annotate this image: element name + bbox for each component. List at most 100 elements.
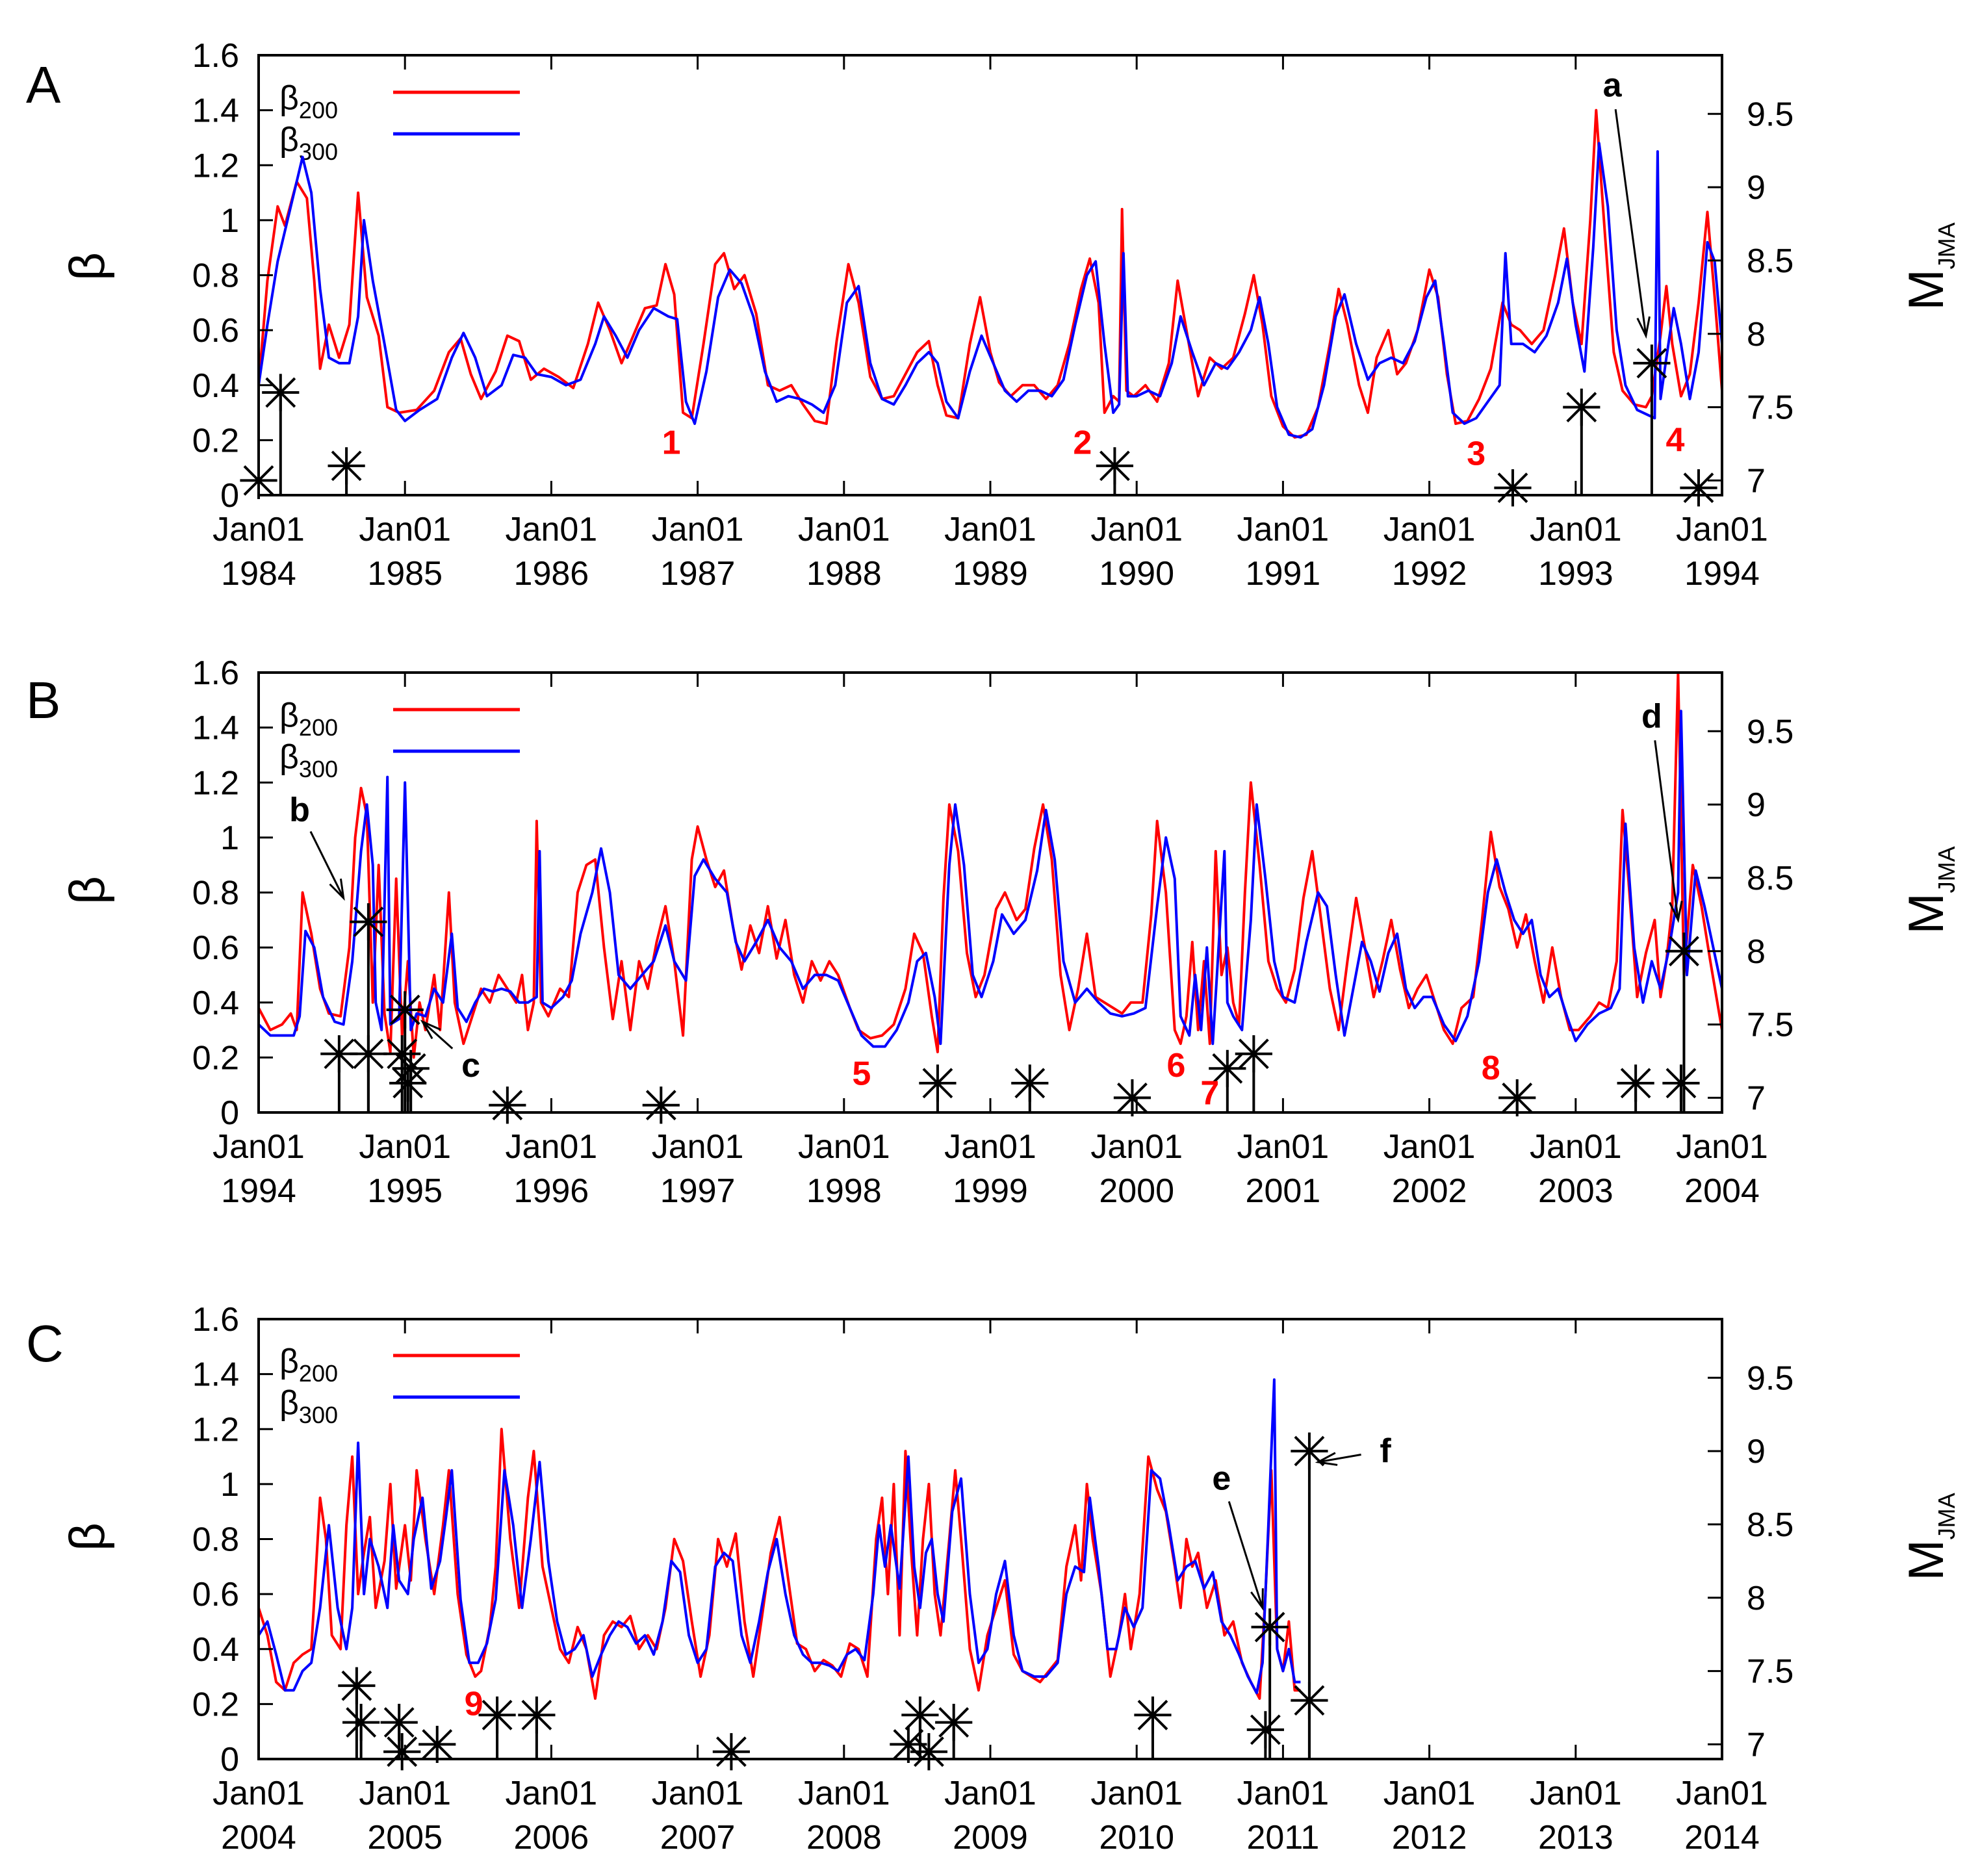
y-tick-label: 1.2 <box>192 764 239 802</box>
annotation-arrow <box>1654 740 1679 921</box>
event-number-label: 2 <box>1073 424 1092 462</box>
earthquake-marker <box>712 1733 750 1771</box>
legend-label-beta200: β200 <box>279 79 338 123</box>
earthquake-marker <box>1662 1064 1700 1112</box>
legend-label-beta200: β200 <box>279 697 338 741</box>
panel-letter: C <box>26 1315 64 1372</box>
earthquake-marker <box>383 1035 421 1112</box>
annotation-letter: f <box>1380 1432 1391 1470</box>
x-tick-label: Jan01 1989 <box>944 511 1036 593</box>
earthquake-marker <box>320 1035 358 1112</box>
y2-tick-label: 8.5 <box>1747 1506 1793 1544</box>
x-tick-label: Jan01 2011 <box>1237 1775 1330 1857</box>
earthquake-marker <box>919 1064 957 1112</box>
y2-tick-label: 8 <box>1747 933 1766 971</box>
event-number-label: 6 <box>1167 1047 1186 1085</box>
y2-tick-label: 9 <box>1747 169 1766 207</box>
panel-letter: B <box>26 671 60 729</box>
earthquake-marker <box>418 1725 456 1764</box>
earthquake-marker <box>1096 447 1134 495</box>
x-tick-label: Jan01 1990 <box>1090 511 1183 593</box>
earthquake-marker <box>890 1725 927 1764</box>
y-tick-label: 1.6 <box>192 1301 239 1339</box>
earthquake-marker <box>1011 1064 1049 1112</box>
annotation-letter: b <box>289 791 310 829</box>
y-tick-label: 1 <box>220 202 239 240</box>
series-line-beta200 <box>257 109 1723 439</box>
y-tick-label: 1.4 <box>192 92 239 130</box>
x-tick-label: Jan01 2005 <box>359 1775 451 1857</box>
earthquake-marker <box>1494 469 1532 507</box>
x-tick-label: Jan01 2010 <box>1090 1775 1183 1857</box>
earthquake-marker <box>342 1703 380 1759</box>
annotation-arrow <box>1228 1501 1264 1608</box>
y-tick-label: 0.4 <box>192 984 239 1022</box>
y-tick-label: 1 <box>220 819 239 857</box>
event-number-label: 8 <box>1482 1049 1500 1087</box>
x-tick-label: Jan01 1992 <box>1383 511 1476 593</box>
x-tick-label: Jan01 2014 <box>1676 1775 1768 1857</box>
annotation-letter: e <box>1212 1459 1231 1497</box>
y-tick-label: 1.2 <box>192 1411 239 1448</box>
arrowhead <box>1315 1452 1338 1466</box>
earthquake-marker <box>935 1703 973 1759</box>
series-line-beta300 <box>257 1378 1301 1695</box>
x-tick-label: Jan01 2007 <box>652 1775 744 1857</box>
y2-tick-label: 9.5 <box>1747 1359 1793 1397</box>
plot-frame <box>257 54 1723 496</box>
earthquake-marker <box>262 374 300 495</box>
panel-b: B β MJMA β200 β300 0 0.2 0.4 0.6 0.8 1 1.2 1.4 1… <box>26 654 1960 1210</box>
y2-tick-label: 9 <box>1747 786 1766 824</box>
earthquake-marker <box>392 1049 430 1112</box>
x-tick-label: Jan01 2002 <box>1383 1128 1476 1210</box>
earthquake-marker <box>1251 1608 1289 1759</box>
y-tick-label: 0.8 <box>192 1521 239 1559</box>
x-tick-label: Jan01 1993 <box>1530 511 1622 593</box>
legend-label-beta200: β200 <box>279 1343 338 1387</box>
x-tick-label: Jan01 1996 <box>506 1128 598 1210</box>
y2-tick-label: 7 <box>1747 1079 1766 1117</box>
earthquake-marker <box>350 903 387 1112</box>
y-tick-label: 1.2 <box>192 147 239 185</box>
y-tick-label: 1.6 <box>192 37 239 75</box>
earthquake-marker <box>1680 469 1717 507</box>
y2-tick-label: 8 <box>1747 316 1766 353</box>
y-tick-label: 0.2 <box>192 422 239 459</box>
panel-letter: A <box>26 56 61 114</box>
x-tick-label: Jan01 2004 <box>1676 1128 1768 1210</box>
event-number-label: 7 <box>1200 1074 1219 1112</box>
x-tick-label: Jan01 2013 <box>1530 1775 1622 1857</box>
legend-label-beta300: β300 <box>279 1384 338 1428</box>
arrowhead <box>1250 1588 1264 1611</box>
y-tick-label: 0.2 <box>192 1039 239 1077</box>
earthquake-marker <box>642 1086 680 1124</box>
earthquake-marker <box>1235 1035 1272 1112</box>
y2-tick-label: 9.5 <box>1747 96 1793 133</box>
earthquake-marker <box>1633 344 1671 495</box>
earthquake-marker <box>518 1696 556 1759</box>
x-tick-label: Jan01 1997 <box>652 1128 744 1210</box>
annotation-arrow <box>422 1021 454 1049</box>
earthquake-marker <box>901 1696 939 1759</box>
earthquake-marker <box>1563 389 1601 495</box>
earthquake-marker <box>1246 1711 1284 1759</box>
earthquake-marker <box>383 1733 421 1771</box>
y-tick-label: 0.6 <box>192 929 239 967</box>
annotation-letter: d <box>1641 698 1662 736</box>
x-tick-label: Jan01 2012 <box>1383 1775 1476 1857</box>
x-tick-label: Jan01 2008 <box>798 1775 890 1857</box>
earthquake-marker <box>1113 1079 1151 1117</box>
y2-axis-title: MJMA <box>1899 1493 1960 1580</box>
x-tick-label: Jan01 2004 <box>212 1775 305 1857</box>
y-tick-label: 0.8 <box>192 875 239 912</box>
earthquake-marker <box>380 1703 418 1759</box>
y2-tick-label: 8.5 <box>1747 242 1793 280</box>
arrowhead <box>1669 901 1683 923</box>
legend: β200 β300 <box>279 79 520 165</box>
event-number-label: 5 <box>852 1055 871 1093</box>
annotation-letter: c <box>461 1047 480 1085</box>
x-tick-label: Jan01 1994 <box>1676 511 1768 593</box>
y2-axis-title: MJMA <box>1899 222 1960 310</box>
y-tick-label: 0 <box>220 477 239 515</box>
y2-tick-label: 8 <box>1747 1580 1766 1617</box>
